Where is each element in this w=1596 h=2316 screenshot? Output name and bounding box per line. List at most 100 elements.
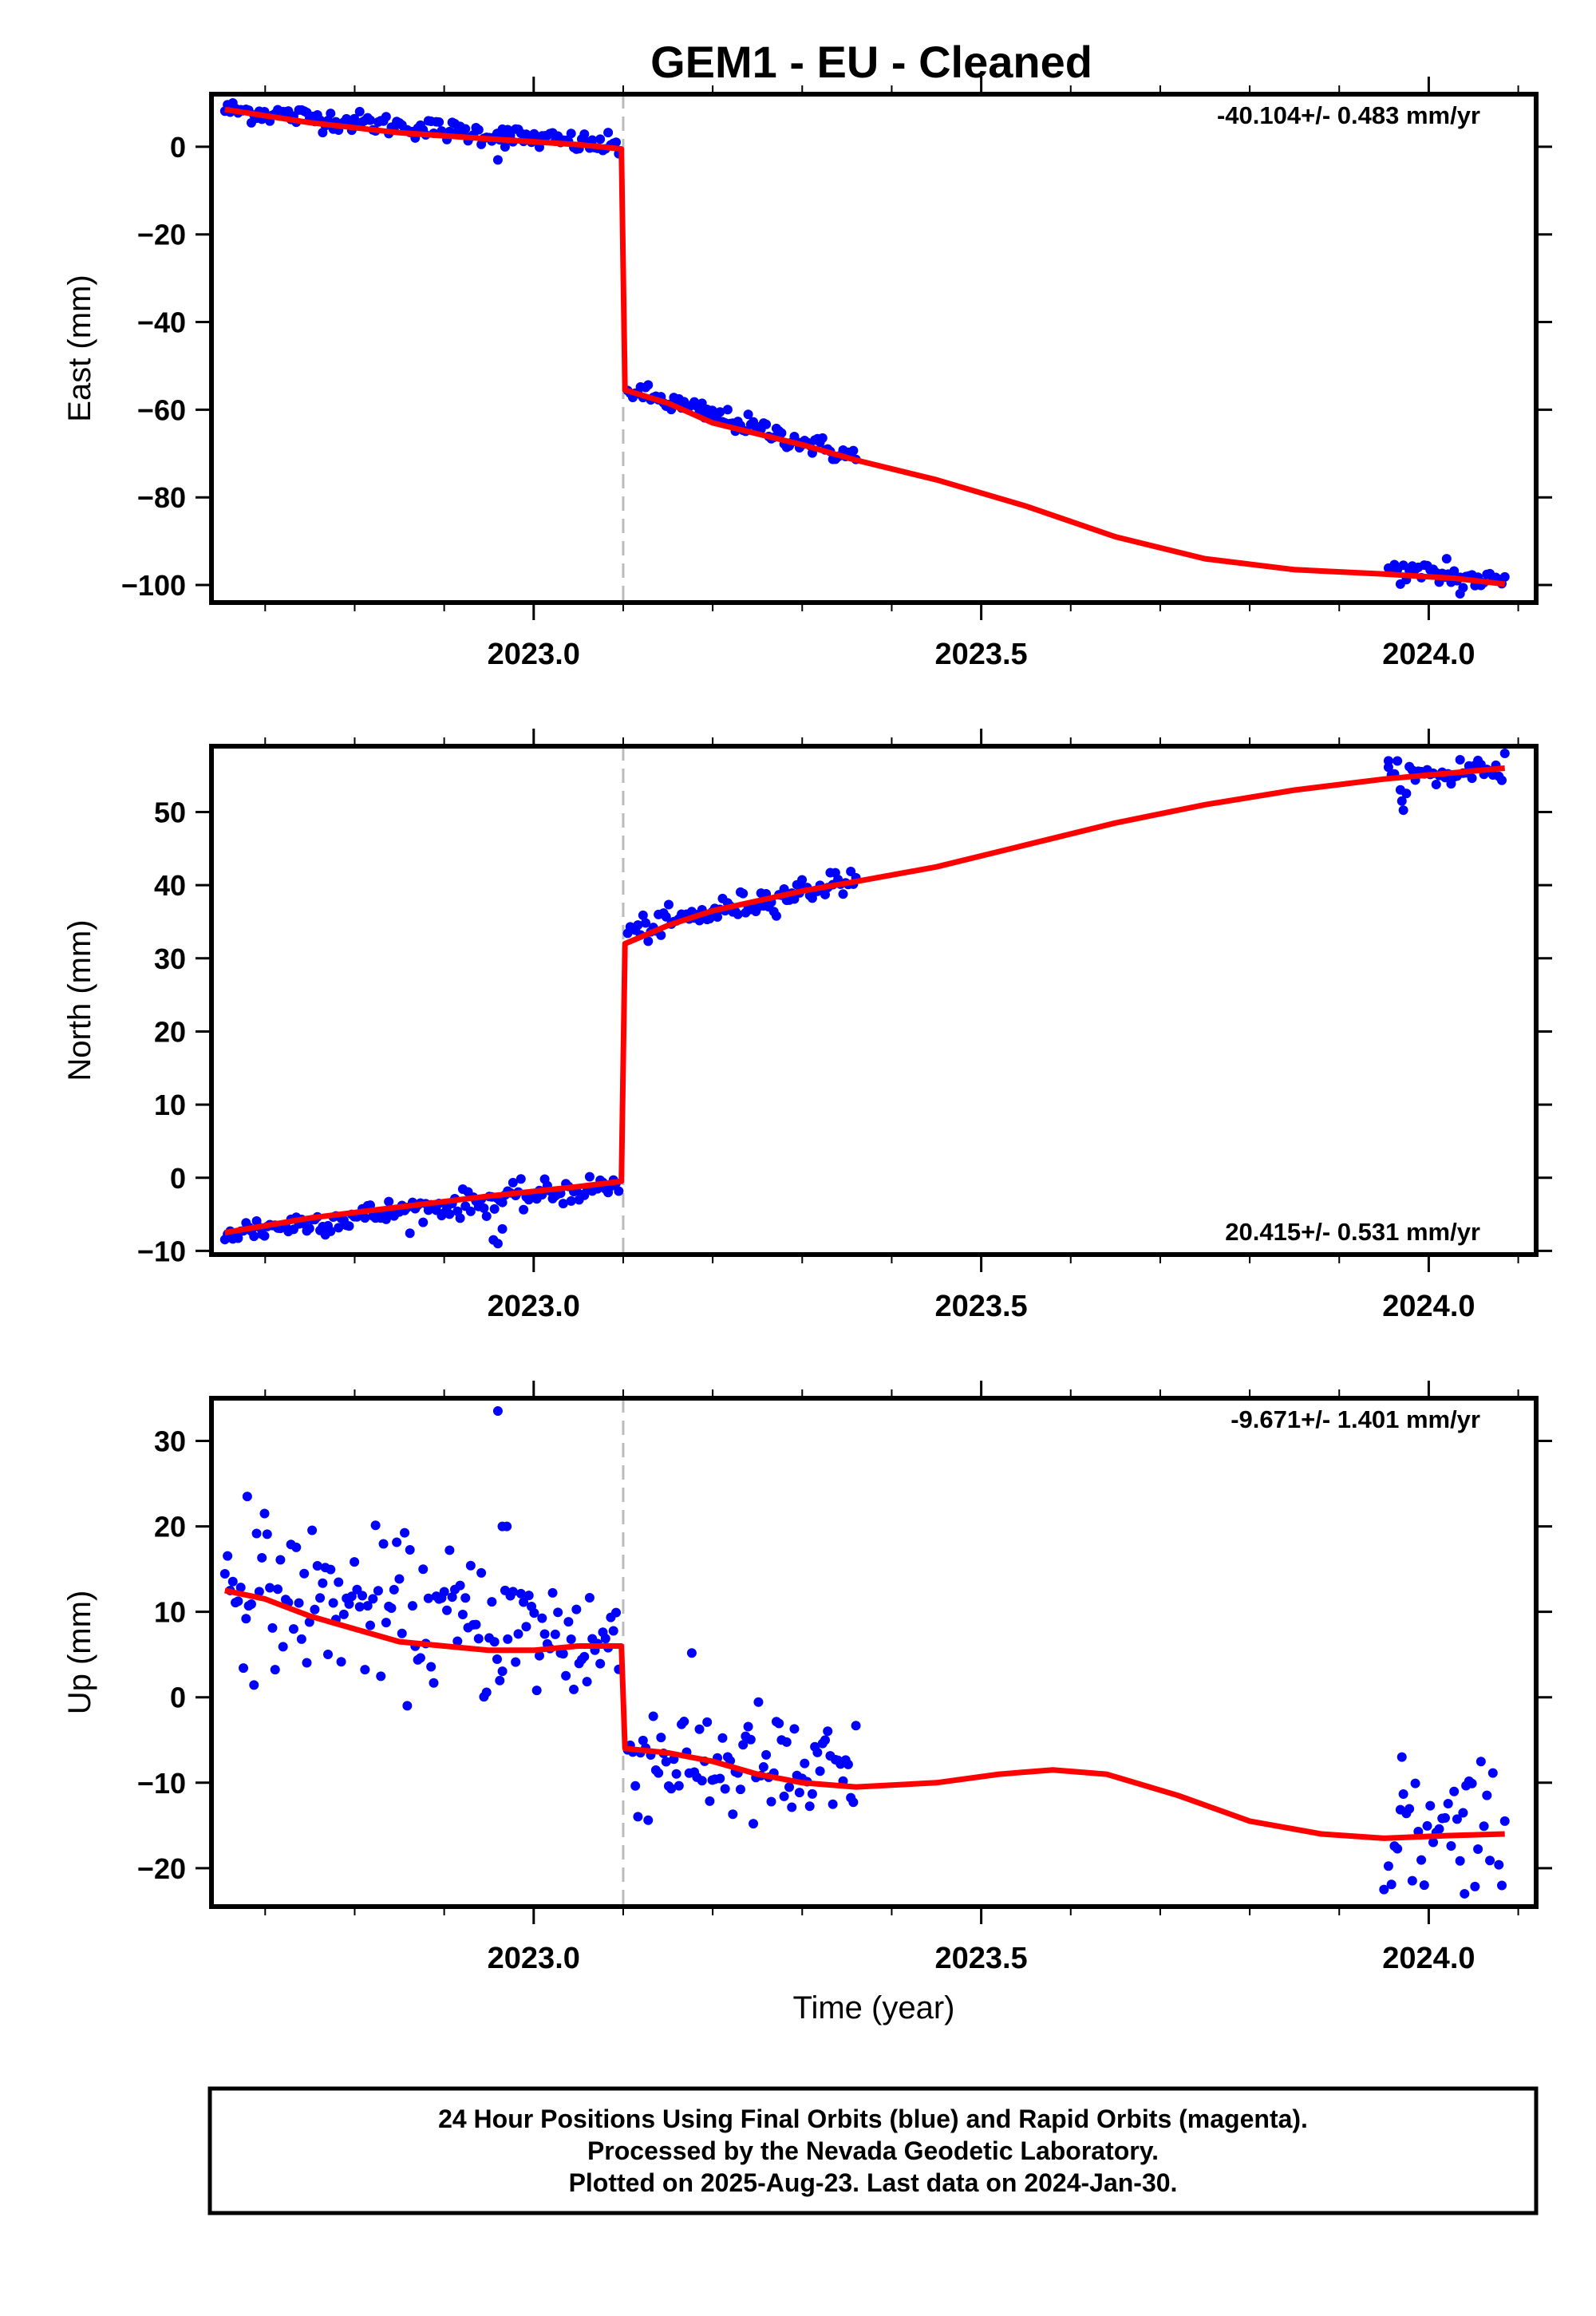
footer-box bbox=[207, 2086, 1539, 2215]
data-point bbox=[784, 1782, 795, 1792]
data-points bbox=[219, 97, 1510, 599]
data-point bbox=[378, 1539, 389, 1549]
data-point bbox=[569, 1684, 579, 1694]
data-point bbox=[1431, 779, 1441, 789]
data-point bbox=[666, 1784, 677, 1794]
data-point bbox=[429, 1678, 439, 1688]
data-point bbox=[219, 1568, 230, 1579]
y-tick-label: −10 bbox=[137, 1235, 186, 1267]
data-point bbox=[302, 1658, 312, 1668]
data-point bbox=[1379, 1884, 1389, 1895]
data-point bbox=[492, 1406, 503, 1417]
data-point bbox=[558, 1649, 568, 1659]
plot-frame bbox=[209, 92, 1539, 605]
data-point bbox=[460, 1593, 471, 1603]
data-point bbox=[1455, 589, 1465, 599]
data-point bbox=[267, 1622, 278, 1633]
data-point bbox=[1443, 1798, 1453, 1808]
data-point bbox=[843, 1759, 853, 1769]
data-point bbox=[745, 1734, 756, 1745]
data-point bbox=[426, 1662, 437, 1672]
data-point bbox=[294, 1598, 304, 1608]
data-point bbox=[304, 1223, 314, 1234]
data-point bbox=[497, 1666, 508, 1677]
x-tick-label: 2023.0 bbox=[488, 1942, 580, 1975]
data-point bbox=[328, 1598, 338, 1608]
x-tick-label: 2024.0 bbox=[1382, 1290, 1475, 1323]
data-point bbox=[600, 1634, 610, 1644]
data-point bbox=[1383, 1861, 1393, 1871]
data-point bbox=[603, 128, 614, 138]
data-point bbox=[633, 920, 643, 931]
data-point bbox=[753, 1697, 764, 1707]
x-tick-label: 2023.0 bbox=[488, 1290, 580, 1323]
data-point bbox=[823, 1726, 833, 1737]
data-point bbox=[648, 1711, 658, 1721]
data-point bbox=[444, 1545, 455, 1555]
data-point bbox=[500, 142, 510, 152]
plot-frame bbox=[209, 744, 1539, 1257]
data-point bbox=[521, 1622, 531, 1632]
data-point bbox=[246, 1599, 256, 1609]
data-point bbox=[1393, 756, 1403, 766]
data-point bbox=[743, 409, 753, 420]
y-tick-label: 10 bbox=[154, 1596, 186, 1629]
data-point bbox=[407, 1601, 417, 1611]
data-point bbox=[326, 1564, 336, 1575]
data-point bbox=[715, 1773, 725, 1784]
data-point bbox=[1440, 1812, 1450, 1823]
data-point bbox=[473, 1634, 484, 1644]
data-point bbox=[1497, 775, 1507, 785]
data-point bbox=[373, 1586, 383, 1596]
data-point bbox=[384, 1196, 394, 1207]
data-point bbox=[227, 1576, 238, 1587]
fit-line bbox=[224, 106, 1506, 587]
data-point bbox=[761, 1749, 772, 1760]
y-tick-label: 20 bbox=[154, 1015, 186, 1048]
data-point bbox=[743, 1721, 753, 1732]
data-point bbox=[848, 445, 859, 456]
data-point bbox=[661, 1757, 671, 1767]
y-tick-label: 0 bbox=[170, 1682, 186, 1714]
data-point bbox=[804, 1801, 815, 1812]
data-point bbox=[550, 1629, 560, 1639]
data-point bbox=[661, 911, 671, 922]
data-point bbox=[1487, 1768, 1498, 1778]
data-point bbox=[563, 1617, 574, 1627]
footer-line-3: Plotted on 2025-Aug-23. Last data on 202… bbox=[569, 2168, 1178, 2197]
data-point bbox=[508, 1587, 518, 1597]
data-point bbox=[334, 1223, 344, 1233]
rate-label: -40.104+/- 0.483 mm/yr bbox=[1217, 101, 1480, 129]
data-point bbox=[381, 112, 391, 122]
data-point bbox=[779, 884, 789, 895]
data-point bbox=[774, 1718, 784, 1729]
data-point bbox=[497, 124, 508, 134]
data-point bbox=[1441, 554, 1452, 564]
footer-line-1: 24 Hour Positions Using Final Orbits (bl… bbox=[438, 2105, 1308, 2133]
data-point bbox=[1419, 1880, 1429, 1891]
data-point bbox=[771, 911, 781, 921]
data-point bbox=[386, 1603, 397, 1614]
y-tick-label: 20 bbox=[154, 1511, 186, 1543]
data-point bbox=[738, 1740, 749, 1750]
data-point bbox=[358, 1591, 368, 1601]
figure-title: GEM1 - EU - Cleaned bbox=[650, 37, 1092, 87]
data-point bbox=[674, 1780, 684, 1791]
data-point bbox=[270, 1665, 280, 1675]
data-point bbox=[1422, 1820, 1432, 1831]
x-tick-label: 2024.0 bbox=[1382, 1942, 1475, 1975]
data-point bbox=[1416, 1855, 1427, 1865]
data-point bbox=[523, 1591, 534, 1601]
y-tick-label: −60 bbox=[137, 393, 186, 426]
data-point bbox=[807, 893, 817, 903]
data-point bbox=[797, 875, 808, 885]
data-point bbox=[789, 1724, 800, 1734]
data-point bbox=[643, 380, 654, 390]
data-point bbox=[728, 1809, 738, 1820]
data-point bbox=[296, 1634, 306, 1644]
data-point bbox=[457, 1609, 468, 1619]
data-point bbox=[656, 1733, 666, 1743]
data-point bbox=[694, 1724, 705, 1734]
data-point bbox=[584, 1172, 595, 1182]
data-point bbox=[278, 1642, 288, 1652]
